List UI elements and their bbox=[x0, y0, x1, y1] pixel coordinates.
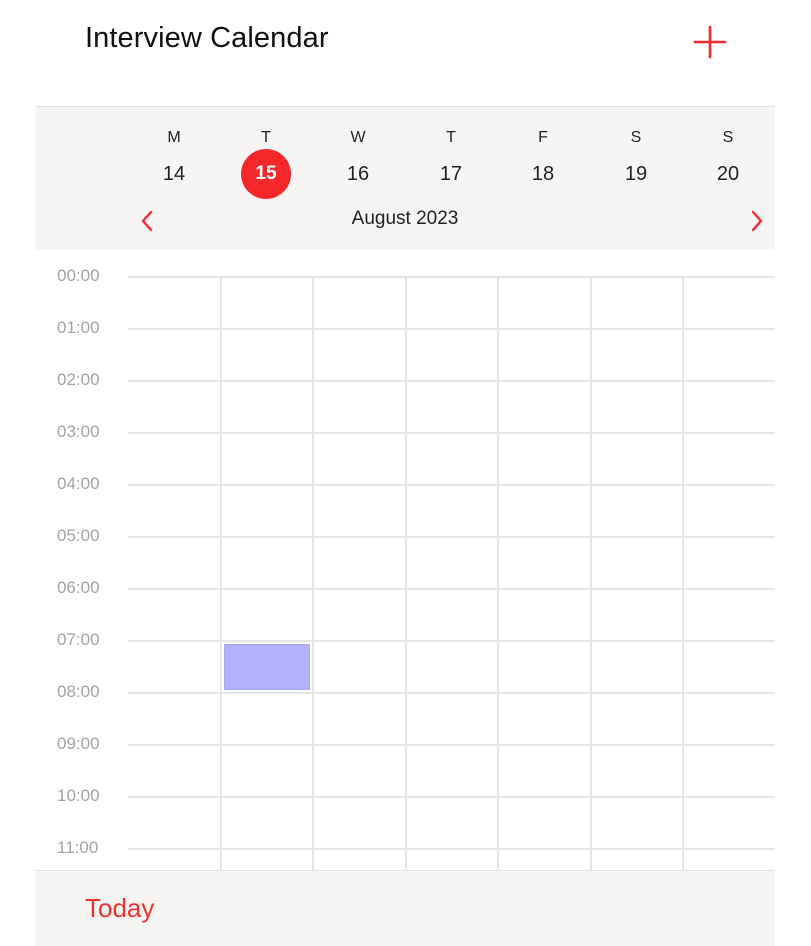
hour-label: 01:00 bbox=[57, 318, 100, 337]
weekday-letter: T bbox=[261, 129, 271, 146]
hour-line bbox=[128, 380, 775, 382]
hour-line bbox=[128, 432, 775, 434]
day-column-thu[interactable]: T 17 bbox=[405, 107, 497, 207]
day-column-wed[interactable]: W 16 bbox=[312, 107, 404, 207]
hour-line bbox=[128, 848, 775, 850]
add-interview-button[interactable] bbox=[690, 22, 730, 62]
weekday-letter: M bbox=[167, 129, 181, 146]
hour-label: 11:00 bbox=[57, 838, 99, 857]
hour-line bbox=[128, 796, 775, 798]
day-column-mon[interactable]: M 14 bbox=[128, 107, 220, 207]
plus-icon bbox=[693, 25, 727, 59]
hour-label: 04:00 bbox=[57, 474, 100, 493]
today-button[interactable]: Today bbox=[85, 893, 155, 923]
day-number[interactable]: 17 bbox=[439, 163, 463, 185]
day-number[interactable]: 19 bbox=[624, 163, 648, 185]
month-label: August 2023 bbox=[351, 208, 459, 229]
day-number[interactable]: 14 bbox=[162, 163, 186, 185]
weekday-letter: S bbox=[630, 129, 642, 146]
day-column-fri[interactable]: F 18 bbox=[497, 107, 589, 207]
day-divider bbox=[590, 278, 592, 870]
hour-label: 08:00 bbox=[57, 682, 100, 701]
interview-event[interactable] bbox=[224, 644, 310, 690]
page-title: Interview Calendar bbox=[85, 22, 329, 54]
hour-label: 06:00 bbox=[57, 578, 100, 597]
hour-line bbox=[128, 640, 775, 642]
hour-line bbox=[128, 588, 775, 590]
day-number[interactable]: 20 bbox=[716, 163, 740, 185]
footer-bar: Today bbox=[35, 870, 775, 946]
day-column-sun[interactable]: S 20 bbox=[682, 107, 774, 207]
next-week-button[interactable] bbox=[743, 207, 769, 235]
day-number[interactable]: 16 bbox=[346, 163, 370, 185]
week-header: M 14 T 15 W 16 T 17 F 18 S 19 S 20 bbox=[35, 106, 775, 251]
chevron-left-icon bbox=[141, 210, 153, 232]
day-divider bbox=[312, 278, 314, 870]
weekday-letter: S bbox=[722, 129, 734, 146]
prev-week-button[interactable] bbox=[135, 207, 161, 235]
chevron-right-icon bbox=[751, 210, 763, 232]
weekday-letter: F bbox=[538, 129, 548, 146]
hour-label: 05:00 bbox=[57, 526, 100, 545]
hour-line bbox=[128, 328, 775, 330]
weekday-letter: T bbox=[446, 129, 456, 146]
day-divider bbox=[220, 278, 222, 870]
hour-label: 10:00 bbox=[57, 786, 100, 805]
hour-line bbox=[128, 692, 775, 694]
hour-line bbox=[128, 744, 775, 746]
selected-day-number[interactable]: 15 bbox=[241, 149, 291, 199]
day-column-tue[interactable]: T 15 bbox=[220, 107, 312, 207]
time-grid[interactable]: 00:00 01:00 02:00 03:00 04:00 05:00 06:0… bbox=[35, 250, 775, 870]
hour-line bbox=[128, 536, 775, 538]
day-number[interactable]: 18 bbox=[531, 163, 555, 185]
day-column-sat[interactable]: S 19 bbox=[590, 107, 682, 207]
day-divider bbox=[405, 278, 407, 870]
hour-label: 02:00 bbox=[57, 370, 100, 389]
hour-line bbox=[128, 276, 775, 278]
hour-line bbox=[128, 484, 775, 486]
day-divider bbox=[682, 278, 684, 870]
hour-label: 03:00 bbox=[57, 422, 100, 441]
hour-label: 00:00 bbox=[57, 266, 100, 285]
weekday-letter: W bbox=[350, 129, 366, 146]
hour-label: 07:00 bbox=[57, 630, 100, 649]
day-divider bbox=[497, 278, 499, 870]
app-header: Interview Calendar bbox=[0, 0, 811, 106]
hour-label: 09:00 bbox=[57, 734, 100, 753]
